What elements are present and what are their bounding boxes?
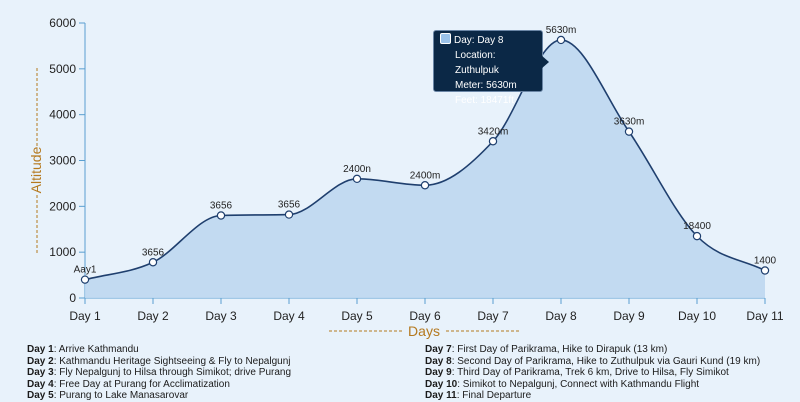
x-tick-label: Day 7 (477, 309, 509, 323)
area-fill (85, 39, 765, 298)
x-tick-label: Day 10 (678, 309, 716, 323)
itinerary-item: Day 5: Purang to Lake Manasarovar (27, 390, 189, 402)
data-point[interactable] (692, 231, 702, 241)
y-tick-label: 6000 (49, 16, 76, 30)
x-tick-label: Day 5 (341, 309, 373, 323)
series-swatch-icon (440, 33, 451, 44)
data-label: 5630m (546, 25, 577, 36)
itinerary-left-column: Day 1: Arrive Kathmandu Day 2: Kathmandu… (27, 344, 291, 402)
data-label: 3656 (210, 201, 233, 212)
tooltip-feet: Feet: 18471ft (455, 95, 514, 106)
x-axis-title: Days (408, 323, 440, 339)
data-point[interactable] (148, 258, 158, 267)
y-tick-label: 4000 (49, 108, 76, 122)
itinerary-item: Day 4: Free Day at Purang for Acclimatiz… (27, 378, 230, 390)
data-point[interactable] (624, 127, 634, 136)
y-tick-label: 1000 (49, 245, 76, 259)
x-tick-label: Day 8 (545, 309, 577, 323)
data-point[interactable] (760, 266, 770, 275)
x-tick-label: Day 2 (137, 309, 169, 323)
data-point[interactable] (488, 137, 498, 146)
itinerary-item: Day 11: Final Departure (425, 390, 532, 402)
itinerary-item: Day 3: Fly Nepalgunj to Hilsa through Si… (27, 367, 292, 379)
data-point[interactable] (352, 174, 362, 184)
y-tick-label: 3000 (49, 154, 76, 168)
x-tick-label: Day 4 (273, 309, 305, 323)
itinerary-right-column: Day 7: First Day of Parikrama, Hike to D… (425, 344, 760, 402)
y-tick-label: 2000 (49, 199, 76, 213)
y-tick-label: 0 (69, 291, 76, 305)
y-axis-title: Altitude (28, 146, 44, 193)
itinerary-item: Day 10: Simikot to Nepalgunj, Connect wi… (425, 378, 700, 390)
data-point[interactable] (420, 181, 430, 190)
itinerary-item: Day 8: Second Day of Parikrama, Hike to … (425, 355, 761, 367)
y-tick-label: 5000 (49, 62, 76, 76)
tooltip-meter: Meter: 5630m (455, 80, 517, 91)
x-tick-label: Day 6 (409, 309, 441, 323)
point-tooltip: Day: Day 8 Location: Zuthulpuk Meter: 56… (433, 30, 543, 106)
data-label: 3630m (614, 117, 645, 128)
x-tick-label: Day 11 (746, 309, 783, 323)
tooltip-day: Day: Day 8 (454, 35, 504, 46)
data-point[interactable] (216, 211, 226, 220)
data-label: 1400 (754, 256, 777, 267)
tooltip-location: Location: Zuthulpuk (455, 50, 499, 76)
data-point[interactable] (556, 35, 566, 45)
itinerary-item: Day 7: First Day of Parikrama, Hike to D… (425, 344, 668, 355)
data-label: 18400 (683, 221, 711, 232)
data-label: 3656 (278, 200, 301, 211)
x-tick-label: Day 9 (613, 309, 645, 323)
x-tick-label: Day 1 (69, 309, 101, 323)
series-line (84, 39, 766, 281)
data-label: 2400n (343, 164, 371, 175)
data-label: 2400m (410, 170, 441, 181)
itinerary-item: Day 9: Third Day of Parikrama, Trek 6 km… (425, 367, 729, 379)
itinerary-item: Day 2: Kathmandu Heritage Sightseeing & … (27, 355, 291, 367)
data-label: Aay1 (74, 265, 97, 276)
data-point[interactable] (80, 275, 90, 284)
data-point[interactable] (284, 210, 294, 219)
altitude-chart: 0 1000 2000 3000 4000 5000 6000 Day 1 Day 2 Day 3… (28, 16, 784, 339)
data-label: 3420m (478, 126, 509, 137)
data-label: 3656 (142, 247, 165, 258)
x-tick-label: Day 3 (205, 309, 237, 323)
tooltip-arrow (541, 55, 549, 69)
itinerary-item: Day 1: Arrive Kathmandu (27, 344, 139, 355)
